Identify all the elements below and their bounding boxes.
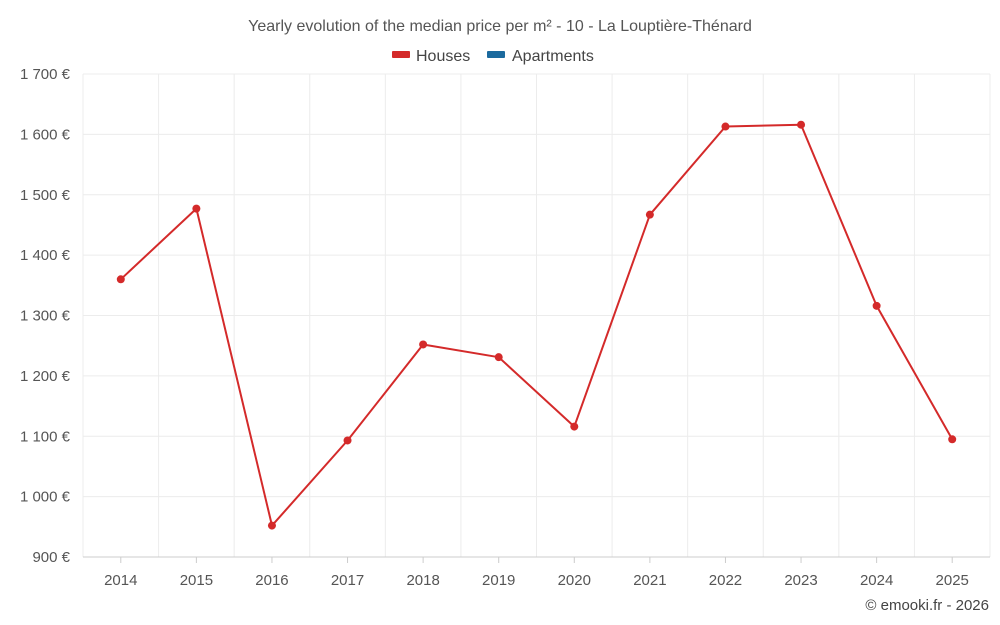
series-line-houses <box>120 123 954 527</box>
y-tick-label: 1 200 € <box>20 368 71 385</box>
y-tick-label: 1 100 € <box>20 428 71 445</box>
y-tick-label: 900 € <box>32 549 70 566</box>
data-point-houses[interactable] <box>872 301 881 310</box>
axes: 900 € 1 000 € 1 100 € 1 200 € 1 300 € 1 400 €… <box>20 66 990 589</box>
y-tick-label: 1 000 € <box>20 489 71 506</box>
x-tick-label: 2017 <box>331 572 364 589</box>
x-tick-label: 2016 <box>255 572 288 589</box>
y-tick-label: 1 500 € <box>20 187 71 204</box>
x-tick-label: 2022 <box>709 572 742 589</box>
chart-legend: Houses Apartments <box>392 48 594 65</box>
x-tick-label: 2025 <box>936 572 969 589</box>
y-tick-label: 1 700 € <box>20 66 71 83</box>
credit-text: © emooki.fr - 2026 <box>865 597 989 614</box>
x-tick-label: 2014 <box>104 572 137 589</box>
x-tick-label: 2023 <box>784 572 817 589</box>
y-tick-label: 1 600 € <box>20 126 71 143</box>
legend-item-apartments[interactable]: Apartments <box>487 48 594 65</box>
series-layer <box>116 120 957 530</box>
data-point-houses[interactable] <box>494 353 503 362</box>
data-point-houses[interactable] <box>948 435 957 444</box>
x-tick-label: 2018 <box>406 572 439 589</box>
data-point-houses[interactable] <box>419 340 428 349</box>
x-tick-label: 2024 <box>860 572 893 589</box>
data-point-houses[interactable] <box>797 120 806 129</box>
x-tick-label: 2020 <box>558 572 591 589</box>
data-point-houses[interactable] <box>267 521 276 530</box>
x-tick-label: 2019 <box>482 572 515 589</box>
legend-label-houses: Houses <box>416 48 470 65</box>
data-point-houses[interactable] <box>645 210 654 219</box>
grid <box>82 73 991 557</box>
data-point-houses[interactable] <box>570 422 579 431</box>
x-tick-label: 2015 <box>180 572 213 589</box>
legend-label-apartments: Apartments <box>512 48 594 65</box>
data-point-houses[interactable] <box>721 122 730 131</box>
x-tick-label: 2021 <box>633 572 666 589</box>
chart-title: Yearly evolution of the median price per… <box>248 18 752 35</box>
y-tick-label: 1 400 € <box>20 247 71 264</box>
data-point-houses[interactable] <box>192 204 201 213</box>
legend-swatch-apartments <box>487 51 505 58</box>
y-tick-label: 1 300 € <box>20 308 71 325</box>
data-point-houses[interactable] <box>343 436 352 445</box>
legend-item-houses[interactable]: Houses <box>392 48 470 65</box>
legend-swatch-houses <box>392 51 410 58</box>
data-point-houses[interactable] <box>116 275 125 284</box>
